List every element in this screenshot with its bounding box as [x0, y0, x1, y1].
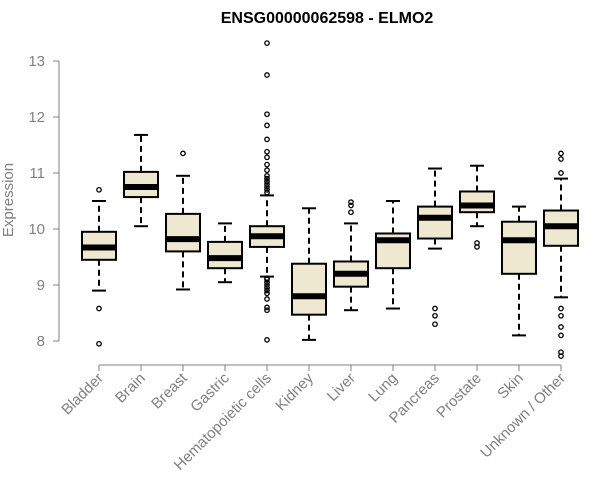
box-group	[501, 205, 537, 337]
box-group	[459, 164, 495, 250]
y-axis: 8 9 10 11 12 13	[28, 53, 60, 350]
outlier-point	[264, 72, 270, 78]
outlier-point	[264, 304, 270, 311]
outlier-point	[432, 321, 438, 328]
box-iqr	[417, 205, 453, 240]
x-category-label: Prostate	[433, 370, 485, 422]
x-category-label: Breast	[148, 369, 191, 412]
outlier-point	[96, 340, 102, 347]
outlier-point	[558, 312, 564, 319]
outlier-point	[558, 324, 564, 330]
outlier-point	[264, 284, 270, 291]
x-category-label: Skin	[494, 370, 527, 403]
outlier-point	[264, 148, 270, 155]
y-tick-label: 9	[37, 277, 45, 294]
outlier-point	[264, 275, 270, 282]
box-iqr	[459, 190, 495, 214]
outlier-point	[96, 305, 102, 312]
x-category-label: Kidney	[272, 369, 317, 414]
box-iqr	[207, 240, 243, 270]
outlier-point	[264, 290, 270, 297]
outlier-point	[558, 156, 564, 162]
box-iqr	[165, 212, 201, 253]
outlier-point	[264, 111, 270, 118]
outlier-point	[264, 296, 270, 302]
outlier-point	[264, 161, 270, 168]
box-group	[375, 200, 411, 310]
y-tick-label: 12	[28, 109, 45, 126]
outlier-point	[558, 150, 564, 157]
box-group	[165, 150, 201, 291]
y-tick-label: 10	[28, 221, 45, 238]
outlier-point	[432, 312, 438, 319]
outlier-point	[558, 349, 564, 356]
box-group	[333, 199, 369, 312]
box-group	[417, 167, 453, 328]
outlier-point	[348, 199, 354, 205]
box-group	[123, 133, 159, 228]
outlier-point	[474, 240, 480, 246]
outlier-point	[264, 136, 270, 143]
box-iqr	[501, 220, 537, 275]
outlier-point	[432, 305, 438, 312]
box-group	[207, 222, 243, 284]
x-category-label: Bladder	[58, 370, 107, 419]
outlier-point	[558, 170, 564, 176]
outlier-point	[264, 282, 270, 288]
box-iqr	[291, 262, 327, 316]
x-category-label: Liver	[324, 370, 359, 405]
outlier-point	[264, 167, 270, 174]
y-tick-label: 11	[29, 165, 45, 182]
chart-title: ENSG00000062598 - ELMO2	[221, 10, 434, 27]
outlier-point	[264, 122, 270, 129]
outlier-point	[264, 307, 270, 314]
box-group	[543, 150, 579, 359]
outlier-point	[264, 287, 270, 294]
outlier-point	[264, 40, 270, 46]
outlier-point	[558, 305, 564, 312]
outlier-point	[264, 154, 270, 161]
plot-area	[81, 40, 579, 359]
outlier-point	[96, 186, 102, 193]
box-group	[291, 207, 327, 341]
x-category-label: Brain	[112, 370, 149, 407]
outlier-point	[264, 175, 270, 182]
outlier-point	[348, 209, 354, 216]
outlier-point	[264, 184, 270, 190]
y-axis-label: Expression	[0, 163, 17, 237]
outlier-point	[264, 178, 270, 185]
y-tick-label: 13	[28, 53, 45, 70]
outlier-point	[264, 186, 270, 193]
outlier-point	[180, 150, 186, 157]
x-category-label: Lung	[365, 370, 401, 406]
y-tick-label: 8	[37, 333, 45, 350]
outlier-point	[558, 332, 564, 339]
outlier-point	[264, 172, 270, 179]
outlier-point	[348, 202, 354, 209]
box-group	[81, 186, 117, 347]
outlier-point	[264, 337, 270, 343]
outlier-point	[264, 181, 270, 188]
box-group	[249, 40, 285, 343]
outlier-point	[264, 189, 270, 196]
